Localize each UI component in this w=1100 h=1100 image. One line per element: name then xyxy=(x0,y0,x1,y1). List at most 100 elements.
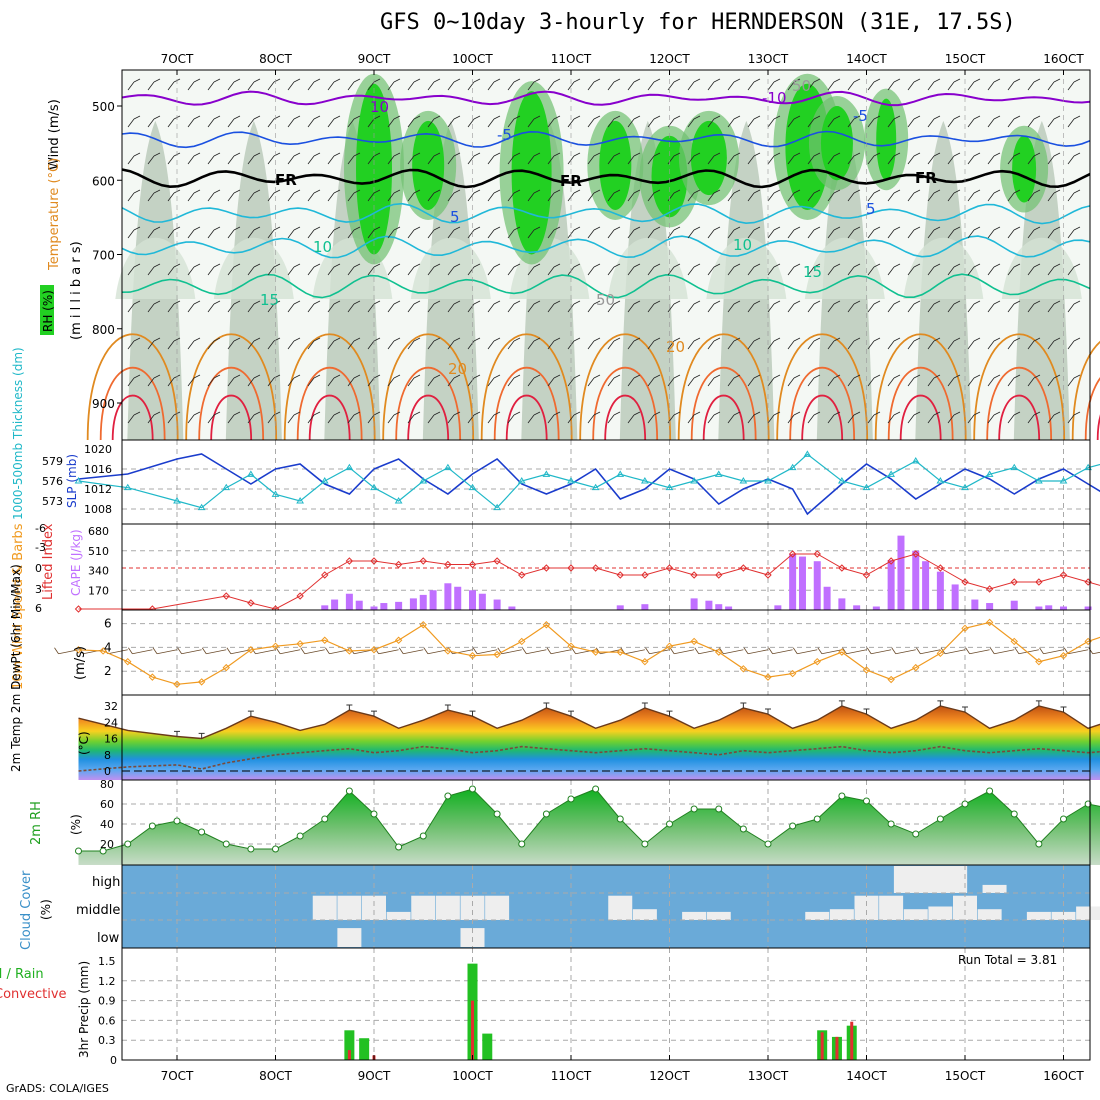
cape-bar xyxy=(912,550,920,610)
lifted-index-point xyxy=(591,564,600,572)
temp-contour-20 xyxy=(480,333,573,441)
wind-barb xyxy=(767,152,781,165)
temp-minmax-bar xyxy=(765,708,771,715)
wind-barb xyxy=(727,78,741,91)
rh-point xyxy=(863,797,870,805)
wind-speed-point xyxy=(222,663,230,672)
wind-barb xyxy=(127,337,141,350)
wind-barb xyxy=(307,263,321,276)
contour-label: -5 xyxy=(853,107,868,125)
thickness-point xyxy=(345,463,354,471)
x-tick-bottom: 9OCT xyxy=(358,1069,391,1083)
wind-barb xyxy=(367,78,381,91)
temp-unit: (°C) xyxy=(77,731,91,755)
temp-minmax-bar xyxy=(1035,700,1042,706)
cape-tick: 170 xyxy=(88,584,109,597)
lifted-index-point xyxy=(715,571,723,579)
wind-barb xyxy=(627,226,641,239)
temp-minmax-bar xyxy=(568,710,574,717)
wind-barb xyxy=(647,374,661,387)
wind-barb xyxy=(1047,226,1061,239)
wind-speed-point xyxy=(887,675,895,684)
rh-point xyxy=(592,785,600,793)
wind-barb xyxy=(1067,189,1081,202)
wind-barb xyxy=(927,226,941,239)
temp-minmax-bar xyxy=(371,710,377,717)
cape-bar xyxy=(789,554,797,610)
wind-barb xyxy=(167,226,181,239)
wind-barb xyxy=(527,189,541,202)
wind-barb xyxy=(627,300,641,313)
wind-barb xyxy=(227,411,241,424)
wind-barb xyxy=(947,152,961,165)
wind-barb xyxy=(307,152,321,165)
precip-ylabel-mm: 3hr Precip (mm) xyxy=(77,961,91,1058)
cape-bar xyxy=(616,605,624,610)
wind-barb xyxy=(847,300,861,313)
temp-minmax-bar xyxy=(641,702,648,709)
run-total-label: Run Total = 3.81 xyxy=(958,953,1058,967)
rh-point xyxy=(173,817,181,825)
wind-barb xyxy=(887,411,901,424)
wind-barb xyxy=(687,300,701,313)
wind-barb xyxy=(227,337,241,350)
thickness-point xyxy=(788,463,797,471)
wind-barb xyxy=(1039,647,1064,655)
x-tick-bottom: 7OCT xyxy=(161,1069,194,1083)
upper-ylabel-rh: RH (%) xyxy=(41,290,55,332)
cloud-middle-bar xyxy=(903,909,928,920)
wind-barb xyxy=(367,152,381,165)
wind-barb xyxy=(687,411,701,424)
cloud-panel xyxy=(122,865,1100,948)
cape-bar xyxy=(429,590,437,610)
wind-barb xyxy=(387,78,401,91)
wind-barb xyxy=(527,300,541,313)
wind-barb xyxy=(187,411,201,424)
cloud-middle-bar xyxy=(460,895,485,920)
wind-barb xyxy=(507,152,521,165)
contour-label: FR xyxy=(275,171,297,189)
wind-barb xyxy=(847,189,861,202)
rh-green-inner xyxy=(412,120,445,210)
wind-barb xyxy=(327,337,341,350)
wind-barb xyxy=(867,263,881,276)
lifted-index-point xyxy=(444,560,452,569)
wind-barb xyxy=(807,337,821,350)
temp-contour-20 xyxy=(1071,340,1100,441)
wind-barb xyxy=(177,647,202,655)
temp-contour-25 xyxy=(986,367,1053,441)
upper-ylabel-wind: Wind (m/s) xyxy=(47,99,62,170)
temp-contour-5 xyxy=(121,202,1091,225)
cape-bar xyxy=(469,590,476,610)
thickness-point xyxy=(567,477,575,484)
wind-barb xyxy=(407,115,421,128)
temp-contour-25 xyxy=(789,367,856,441)
x-tick-top: 16OCT xyxy=(1043,52,1084,66)
wind-barb xyxy=(487,78,501,91)
temp-contour-20 xyxy=(382,333,475,441)
wind-barb xyxy=(1047,263,1061,276)
wind-barb xyxy=(127,226,141,239)
wind-speed-point xyxy=(1010,637,1018,646)
wind-barb xyxy=(287,152,301,165)
temp-contour-30 xyxy=(1096,414,1100,441)
wind-barb xyxy=(127,152,141,165)
rh-point xyxy=(936,815,944,823)
wind-speed-point xyxy=(912,663,920,672)
lifted-index-point xyxy=(345,557,354,565)
wind-barb xyxy=(647,337,661,350)
cape-bar xyxy=(321,605,329,610)
wind-barb xyxy=(367,374,381,387)
wind-barb xyxy=(1067,337,1081,350)
lifted-index-point xyxy=(985,585,994,593)
wind-barb xyxy=(1007,300,1021,313)
lifted-index-point xyxy=(518,571,526,579)
rh-point xyxy=(469,785,476,793)
wind-barb xyxy=(807,152,821,165)
lifted-index-point xyxy=(887,557,895,565)
wind-barb xyxy=(567,374,581,387)
rh-point xyxy=(838,792,846,800)
wind-barb xyxy=(620,647,645,655)
wind-barb xyxy=(1027,411,1041,424)
cape-bar xyxy=(951,584,959,610)
